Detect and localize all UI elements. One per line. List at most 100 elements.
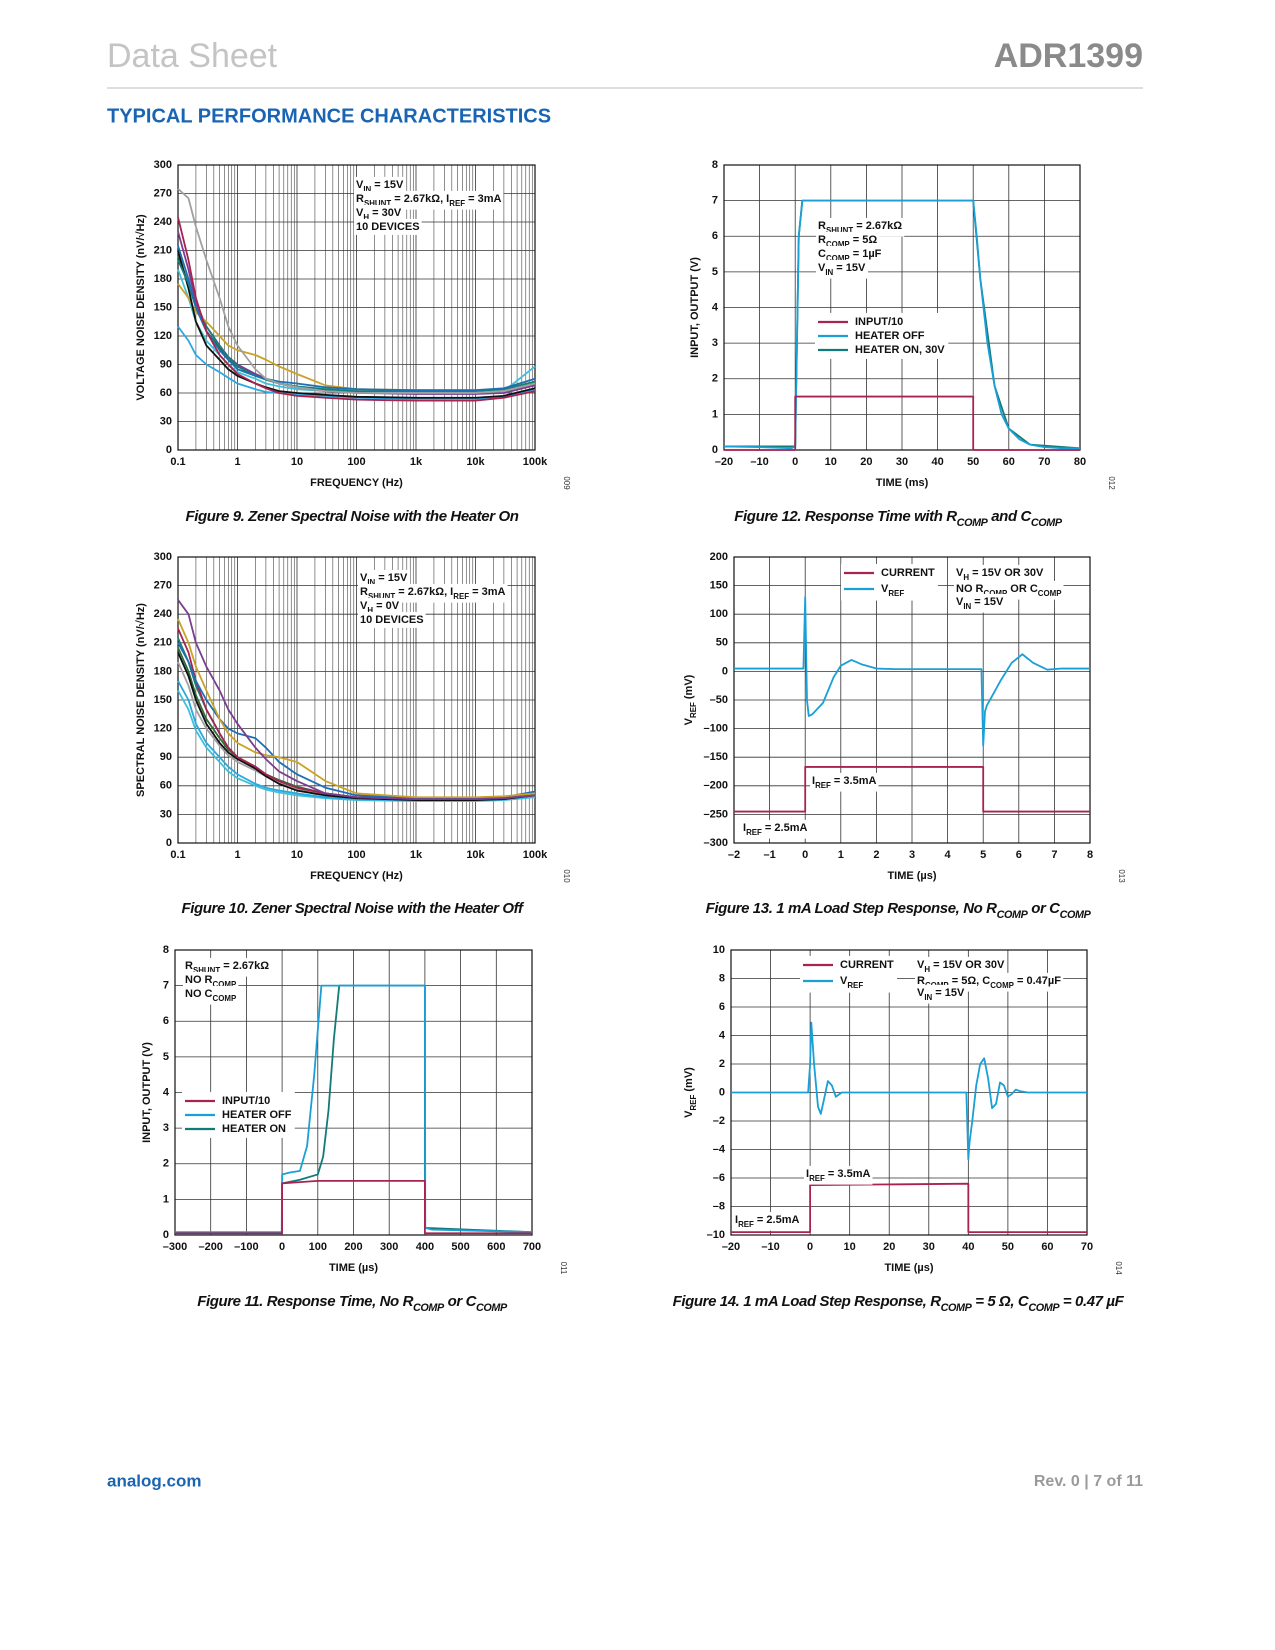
label-backdrop	[810, 772, 879, 792]
annotation: RSHUNT = 2.67kΩ, IREF = 3mA	[356, 193, 501, 208]
x-tick-label: 100k	[523, 456, 548, 468]
y-axis-label-run: (mV)	[683, 674, 695, 702]
annotation-run: = 15V	[371, 179, 404, 191]
x-tick-label: 7	[1051, 849, 1057, 861]
figure-caption: Figure 13. 1 mA Load Step Response, No R…	[706, 900, 1092, 921]
annotation-sub: REF	[746, 828, 762, 837]
y-tick-label: –8	[713, 1200, 725, 1212]
annotation-sub: H	[924, 965, 930, 974]
y-tick-label: 50	[716, 637, 728, 649]
y-tick-label: 270	[154, 580, 172, 592]
series-line	[177, 188, 536, 394]
series-line	[734, 766, 1090, 813]
plot-frame	[723, 164, 1081, 451]
annotation-run: = 3.5mA	[831, 775, 877, 787]
annotation-run: = 2.5mA	[754, 1214, 800, 1226]
figure-caption-sub: COMP	[1060, 909, 1092, 921]
label-backdrop	[841, 563, 939, 601]
figure-caption-sub: COMP	[1031, 517, 1063, 529]
x-tick-label: –100	[234, 1241, 258, 1253]
y-axis-label: VOLTAGE NOISE DENSITY (nV/√Hz)	[135, 214, 147, 401]
series-line	[177, 618, 536, 799]
y-tick-label: 4	[163, 1086, 170, 1098]
label-backdrop	[816, 259, 869, 279]
x-tick-label: 40	[962, 1241, 974, 1253]
annotation: IREF = 2.5mA	[735, 1214, 799, 1229]
figure-caption-sub: COMP	[476, 1302, 508, 1314]
label-backdrop	[358, 611, 426, 628]
label-backdrop	[915, 984, 968, 1004]
y-tick-label: 90	[160, 751, 172, 763]
y-tick-label: 150	[710, 580, 728, 592]
x-axis-label: TIME (µs)	[329, 1262, 378, 1274]
x-tick-label: 100	[309, 1241, 327, 1253]
annotation: IREF = 3.5mA	[812, 775, 876, 790]
plot-frame	[174, 949, 533, 1236]
x-tick-label: 600	[487, 1241, 505, 1253]
x-tick-label: 10k	[466, 456, 485, 468]
annotation-run: = 3mA	[469, 586, 505, 598]
x-axis-label: TIME (µs)	[887, 870, 936, 882]
annotation-run: V	[360, 600, 368, 612]
x-tick-label: 10	[291, 849, 303, 861]
x-tick-label: 500	[451, 1241, 469, 1253]
x-tick-label: 5	[980, 849, 986, 861]
y-tick-label: 6	[712, 230, 718, 242]
x-tick-label: 1	[234, 456, 240, 468]
annotation-run: V	[356, 207, 364, 219]
x-tick-label: 300	[380, 1241, 398, 1253]
y-tick-label: 240	[154, 608, 172, 620]
y-tick-label: –2	[713, 1115, 725, 1127]
annotation-run: V	[917, 987, 925, 999]
annotation-run: I	[735, 1214, 738, 1226]
figure-id: 013	[1117, 869, 1126, 883]
annotation-sub: IN	[963, 602, 971, 611]
section-title: TYPICAL PERFORMANCE CHARACTERISTICS	[107, 105, 551, 127]
annotation-sub: IN	[367, 578, 375, 587]
label-backdrop	[741, 819, 810, 839]
y-tick-label: 5	[163, 1051, 169, 1063]
header-right: ADR1399	[994, 37, 1143, 75]
annotation-sub: COMP	[826, 240, 850, 249]
x-tick-label: 50	[967, 456, 979, 468]
y-tick-label: 0	[722, 665, 728, 677]
annotation: 10 DEVICES	[360, 614, 424, 626]
annotation-sub: H	[363, 213, 369, 222]
annotation-run: = 15V OR 30V	[969, 567, 1044, 579]
label-backdrop	[354, 218, 422, 235]
annotation-sub: COMP	[1038, 589, 1062, 598]
annotation: NO CCOMP	[185, 988, 236, 1003]
y-tick-label: –6	[713, 1172, 725, 1184]
annotation-sub: COMP	[213, 994, 237, 1003]
x-tick-label: 80	[1074, 456, 1086, 468]
annotation-run: = 1µF	[850, 248, 882, 260]
figure-caption-run: Figure 11. Response Time, No R	[197, 1293, 413, 1310]
y-tick-label: 100	[710, 608, 728, 620]
y-axis-label-sub: REF	[689, 1095, 698, 1111]
y-tick-label: –4	[713, 1143, 726, 1155]
x-tick-label: 0	[792, 456, 798, 468]
annotation: 10 DEVICES	[356, 221, 420, 233]
annotation: VIN = 15V	[818, 262, 866, 277]
footer-link[interactable]: analog.com	[107, 1471, 201, 1490]
figure-caption-run: or C	[444, 1293, 478, 1310]
annotation-run: R	[818, 234, 826, 246]
legend-label: VREF	[881, 583, 904, 598]
legend-label: HEATER ON	[222, 1123, 286, 1135]
y-tick-label: 0	[163, 1229, 169, 1241]
annotation-run: I	[812, 775, 815, 787]
y-axis-label-run: V	[683, 1110, 695, 1118]
annotation-sub: SHUNT	[368, 592, 395, 601]
series-line	[177, 325, 536, 400]
x-tick-label: 1	[838, 849, 844, 861]
y-tick-label: 8	[719, 972, 725, 984]
x-tick-label: 0.1	[170, 456, 185, 468]
annotation-run: = 3.5mA	[825, 1168, 871, 1180]
figure-id: 014	[1114, 1261, 1123, 1275]
y-tick-label: 60	[160, 780, 172, 792]
figure-caption-run: Figure 12. Response Time with R	[734, 508, 957, 525]
legend-label: HEATER OFF	[855, 330, 925, 342]
annotation-run: = 15V	[971, 596, 1004, 608]
annotation-sub: COMP	[213, 980, 237, 989]
annotation-run: I	[806, 1168, 809, 1180]
